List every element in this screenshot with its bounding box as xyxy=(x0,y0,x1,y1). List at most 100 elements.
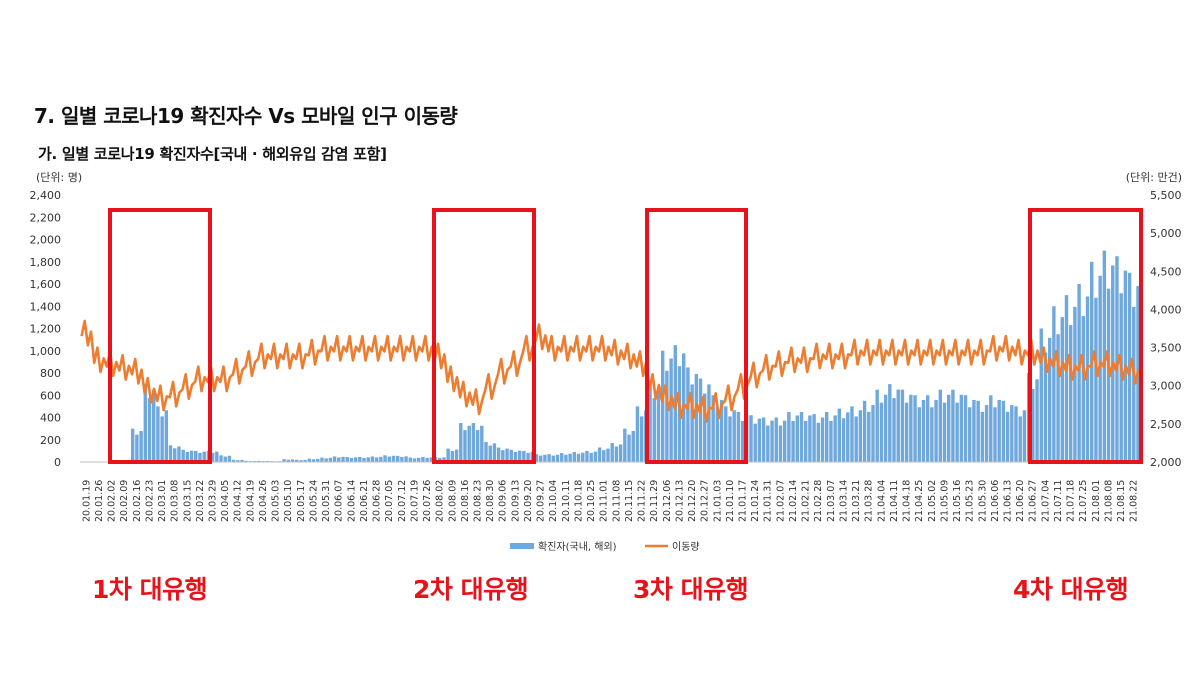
case-bar xyxy=(968,407,972,462)
case-bar xyxy=(925,395,930,462)
right-axis-tick-label: 2,000 xyxy=(1150,456,1182,469)
x-tick-label: 20.05.31 xyxy=(321,480,332,522)
case-bar xyxy=(934,399,938,462)
case-bar xyxy=(799,411,804,462)
case-bar xyxy=(766,425,770,462)
x-tick-label: 20.07.12 xyxy=(397,480,408,522)
case-bar xyxy=(265,460,269,462)
case-bar xyxy=(812,414,816,462)
case-bar xyxy=(219,455,223,462)
chart-legend: 확진자(국내, 해외) 이동량 xyxy=(510,540,700,553)
case-bar xyxy=(703,393,707,462)
case-bar xyxy=(513,451,518,462)
case-bar xyxy=(349,457,354,462)
case-bar xyxy=(871,405,875,462)
case-bar xyxy=(993,407,997,462)
case-bar xyxy=(173,448,177,462)
x-tick-label: 20.11.29 xyxy=(649,480,660,522)
case-bar xyxy=(997,399,1001,462)
case-bar xyxy=(660,350,665,462)
x-tick-label: 21.08.22 xyxy=(1129,480,1140,522)
case-bar xyxy=(543,454,547,462)
x-tick-label: 20.02.09 xyxy=(119,480,130,522)
x-tick-label: 20.04.05 xyxy=(220,480,231,522)
case-bar xyxy=(215,451,219,462)
x-tick-label: 20.12.27 xyxy=(700,480,711,522)
x-tick-label: 21.01.31 xyxy=(763,480,774,522)
case-bar xyxy=(938,389,943,462)
case-bar xyxy=(1001,400,1006,462)
case-bar xyxy=(1018,416,1022,462)
confirmed-cases-bars xyxy=(80,250,1140,463)
x-tick-label: 20.04.12 xyxy=(233,480,244,522)
case-bar xyxy=(505,448,509,462)
case-bar xyxy=(374,457,379,462)
right-axis-tick-label: 4,500 xyxy=(1150,265,1182,278)
case-bar xyxy=(210,452,215,462)
case-bar xyxy=(1073,306,1077,462)
x-tick-label: 20.06.14 xyxy=(346,480,357,522)
case-bar xyxy=(904,402,909,462)
case-bar xyxy=(606,448,610,462)
case-bar xyxy=(320,457,324,462)
case-bar xyxy=(753,423,757,462)
x-tick-label: 20.07.26 xyxy=(422,480,433,522)
case-bar xyxy=(143,384,148,463)
case-bar xyxy=(412,458,417,462)
case-bar xyxy=(711,395,715,462)
case-bar xyxy=(501,450,505,462)
case-bar xyxy=(231,459,236,462)
x-tick-label: 21.07.18 xyxy=(1066,480,1077,522)
case-bar xyxy=(581,452,585,462)
case-bar xyxy=(724,406,728,463)
case-bar xyxy=(808,415,812,462)
case-bar xyxy=(417,457,421,462)
case-bar xyxy=(614,446,619,462)
left-axis-tick-label: 600 xyxy=(40,389,61,402)
case-bar xyxy=(332,456,337,462)
case-bar xyxy=(160,416,164,462)
case-bar xyxy=(963,395,968,462)
case-bar xyxy=(976,400,980,462)
right-axis-tick-label: 3,500 xyxy=(1150,342,1182,355)
x-tick-label: 20.06.28 xyxy=(372,480,383,522)
case-bar xyxy=(400,456,404,462)
x-tick-label: 20.09.06 xyxy=(498,480,509,522)
case-bar xyxy=(656,389,661,462)
case-bar xyxy=(652,398,656,462)
x-axis-ticks: 20.01.19 20.01.26 20.02.02 20.02.09 20.02.16… xyxy=(81,480,1139,522)
x-tick-label: 20.09.27 xyxy=(536,480,547,522)
case-bar xyxy=(1064,295,1069,463)
case-bar xyxy=(391,455,396,462)
wave-label-2: 2차 대유행 xyxy=(413,575,529,604)
case-bar xyxy=(610,443,614,462)
case-bar xyxy=(728,416,732,462)
case-bar xyxy=(593,451,598,462)
case-bar xyxy=(551,455,556,462)
case-bar xyxy=(324,458,328,462)
left-axis-tick-label: 400 xyxy=(40,412,61,425)
case-bar xyxy=(425,457,429,462)
x-tick-label: 21.04.18 xyxy=(902,480,913,522)
case-bar xyxy=(522,450,526,463)
case-bar xyxy=(623,428,627,463)
case-bar xyxy=(1081,316,1086,462)
x-tick-label: 20.03.08 xyxy=(170,480,181,522)
case-bar xyxy=(833,415,837,462)
left-axis-tick-label: 0 xyxy=(54,456,61,469)
case-bar xyxy=(467,425,471,462)
case-bar xyxy=(534,454,539,462)
case-bar xyxy=(1031,389,1035,462)
case-bar xyxy=(791,420,795,462)
left-axis: 0 200 400 600 800 1,000 1,200 1,400 1,600 1,800 2,… xyxy=(30,189,62,469)
case-bar xyxy=(227,455,232,462)
wave-highlight-box xyxy=(1028,208,1143,464)
case-bar xyxy=(492,443,497,462)
x-tick-label: 21.06.20 xyxy=(1015,480,1026,522)
case-bar xyxy=(736,411,741,462)
x-tick-label: 20.03.29 xyxy=(208,480,219,522)
case-bar xyxy=(168,445,173,462)
case-bar xyxy=(984,405,989,462)
x-tick-label: 20.10.11 xyxy=(561,480,572,522)
right-axis-tick-label: 2,500 xyxy=(1150,418,1182,431)
